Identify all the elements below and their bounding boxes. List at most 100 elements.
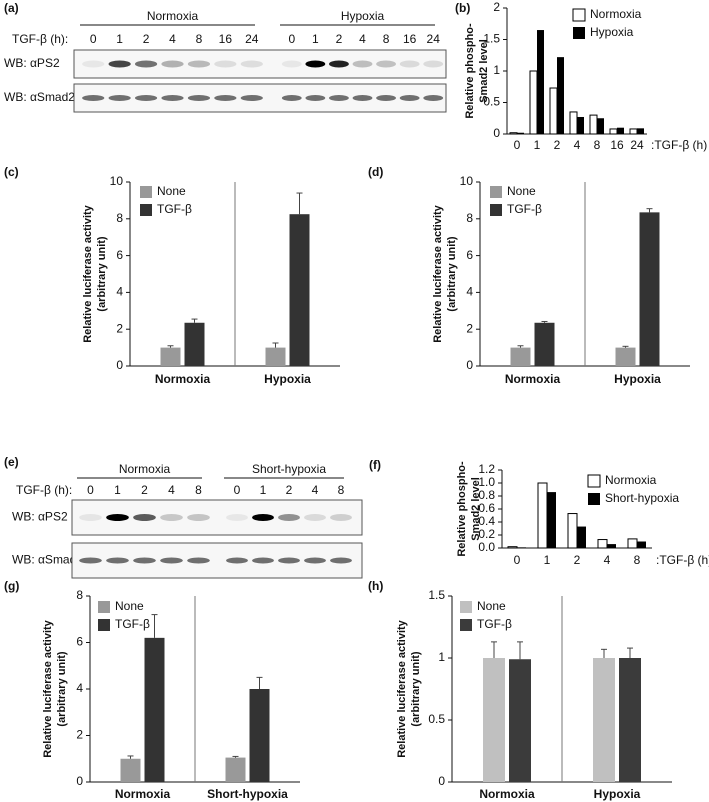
bar — [619, 658, 641, 782]
band — [133, 514, 156, 521]
lane-number: 4 — [359, 32, 366, 46]
legend-swatch — [140, 186, 152, 198]
x-tick-label: Hypoxia — [264, 372, 311, 386]
legend-label: Normoxia — [590, 7, 642, 21]
lane-label: TGF-β (h): — [12, 32, 68, 46]
panel-label: (g) — [4, 579, 19, 593]
error-bar — [627, 647, 633, 658]
y-tick-label: 4 — [116, 285, 123, 299]
panel-label: (d) — [368, 165, 383, 179]
bar — [249, 689, 270, 782]
error-bar — [601, 648, 607, 658]
group-label: Normoxia — [147, 9, 199, 23]
x-tick-label: 4 — [574, 138, 581, 152]
bar — [289, 214, 310, 366]
y-tick-label: 1.5 — [428, 588, 445, 602]
x-tick-label: Normoxia — [155, 372, 211, 386]
error-bar — [517, 641, 523, 660]
band — [108, 60, 131, 68]
band — [106, 557, 129, 564]
band — [214, 95, 237, 101]
x-tick-label: 2 — [554, 138, 561, 152]
band — [226, 514, 248, 521]
band — [160, 514, 183, 521]
lane-number: 0 — [87, 483, 94, 497]
blot-frame — [71, 499, 363, 536]
y-tick-label: 2 — [116, 321, 123, 335]
panel-label: (h) — [368, 579, 383, 593]
legend-swatch — [490, 204, 502, 216]
y-tick-label: 1 — [493, 63, 500, 77]
lane-number: 2 — [286, 483, 293, 497]
band — [226, 557, 248, 564]
band — [278, 557, 300, 564]
lane-number: 0 — [288, 32, 295, 46]
x-tick-label: Normoxia — [479, 787, 535, 801]
panel-label: (c) — [4, 165, 19, 179]
bar — [120, 758, 141, 782]
band — [423, 60, 444, 68]
error-bar — [232, 755, 239, 758]
y-tick-label: 0.8 — [478, 488, 495, 502]
band — [352, 95, 373, 101]
y-tick-label: 10 — [110, 174, 124, 188]
legend-label: TGF-β — [507, 202, 542, 216]
bar — [639, 212, 660, 366]
panel-label: (e) — [4, 455, 19, 469]
band — [305, 60, 326, 68]
bar — [577, 116, 584, 134]
y-tick-label: 0.5 — [483, 95, 500, 109]
y-tick-label: 1.2 — [478, 462, 495, 476]
band — [187, 60, 211, 68]
band — [399, 60, 420, 68]
x-tick-label: 0 — [514, 138, 521, 152]
x-tick-label: 1 — [544, 553, 551, 567]
bar — [547, 492, 556, 548]
bar — [160, 347, 181, 366]
lane-number: 1 — [116, 32, 123, 46]
band — [160, 557, 183, 564]
band — [82, 60, 105, 68]
error-bar — [646, 208, 653, 213]
band — [161, 95, 184, 101]
legend-label: Hypoxia — [590, 25, 634, 39]
y-axis-title: Relative luciferase activity — [432, 204, 444, 342]
legend-label: Normoxia — [605, 473, 657, 487]
band — [376, 60, 396, 68]
y-tick-label: 1 — [438, 650, 445, 664]
x-tick-label: Hypoxia — [594, 787, 641, 801]
panel-label: (a) — [4, 1, 19, 15]
lane-number: 16 — [403, 32, 417, 46]
legend-swatch — [587, 474, 601, 488]
bar — [184, 322, 205, 366]
lane-number: 2 — [143, 32, 150, 46]
legend-swatch — [98, 601, 110, 613]
lane-number: 4 — [312, 483, 319, 497]
y-tick-label: 4 — [466, 285, 473, 299]
lane-number: 24 — [427, 32, 441, 46]
bar — [577, 526, 586, 548]
y-tick-label: 0 — [438, 774, 445, 788]
error-bar — [541, 320, 548, 323]
row-label: WB: αSmad2 — [12, 553, 83, 567]
bar — [597, 118, 604, 134]
band — [134, 95, 158, 101]
x-axis-title: :TGF-β (h) — [656, 553, 709, 567]
legend-label: None — [507, 184, 536, 198]
y-axis-title: Relative luciferase activity — [42, 619, 54, 757]
y-tick-label: 2 — [466, 321, 473, 335]
x-tick-label: 24 — [630, 138, 644, 152]
bar — [589, 114, 598, 135]
band — [304, 514, 326, 521]
group-label: Normoxia — [119, 462, 171, 476]
legend-label: None — [477, 599, 506, 613]
y-axis-title: Smad2 level — [470, 477, 482, 541]
bar — [509, 659, 531, 782]
band — [240, 95, 263, 101]
bar — [510, 347, 531, 366]
panel-label: (b) — [455, 1, 470, 15]
band — [352, 60, 373, 68]
band — [252, 514, 274, 521]
row-label: WB: αPS2 — [4, 56, 60, 70]
